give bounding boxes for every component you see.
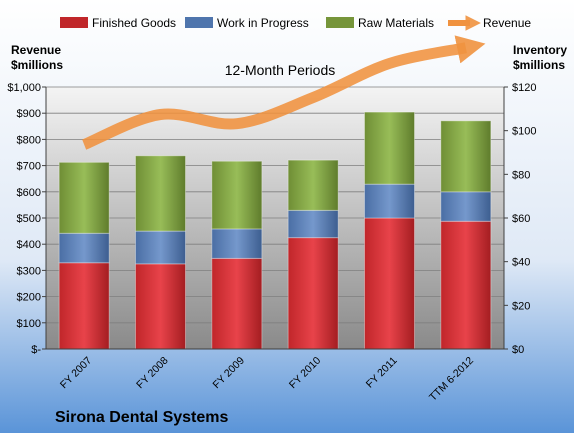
bar-work-in-progress — [135, 230, 186, 265]
bar-finished-goods — [135, 263, 186, 350]
legend-label-revenue: Revenue — [483, 16, 531, 30]
bar-work-in-progress — [364, 183, 415, 219]
legend-label-work-in-progress: Work in Progress — [217, 16, 309, 30]
left-axis-tick-label: $600 — [17, 187, 41, 199]
bar-work-in-progress — [440, 191, 492, 222]
bar-finished-goods — [440, 220, 492, 350]
legend-swatch-finished-goods — [60, 17, 88, 28]
bar-raw-materials — [364, 111, 415, 185]
bar-raw-materials — [287, 159, 339, 211]
bar-work-in-progress — [58, 232, 110, 264]
legend-label-raw-materials: Raw Materials — [358, 16, 434, 30]
right-axis-title-line1: Inventory — [513, 43, 567, 57]
bar-raw-materials — [135, 155, 186, 232]
right-axis-tick-label: $60 — [512, 213, 530, 225]
bar-raw-materials — [58, 161, 110, 234]
bar-raw-materials — [211, 160, 263, 230]
bar-finished-goods — [287, 237, 339, 350]
bar-work-in-progress — [211, 228, 263, 259]
legend-label-finished-goods: Finished Goods — [92, 16, 176, 30]
right-axis-tick-label: $100 — [512, 126, 536, 138]
left-axis-tick-label: $300 — [17, 265, 41, 277]
right-axis-tick-label: $0 — [512, 344, 524, 356]
legend-swatch-work-in-progress — [185, 17, 213, 28]
revenue-line — [82, 35, 486, 150]
bars — [58, 111, 492, 350]
left-axis-title-line2: $millions — [11, 58, 63, 72]
right-axis-tick-label: $80 — [512, 169, 530, 181]
left-axis-tick-label: $800 — [17, 134, 41, 146]
left-axis-tick-label: $400 — [17, 239, 41, 251]
left-axis-tick-label: $200 — [17, 292, 41, 304]
left-axis-tick-label: $- — [31, 344, 41, 356]
bar-finished-goods — [364, 217, 415, 350]
bar-finished-goods — [211, 257, 263, 350]
right-axis-tick-label: $20 — [512, 300, 530, 312]
right-axis-tick-label: $120 — [512, 82, 536, 94]
footer-title: Sirona Dental Systems — [55, 409, 229, 426]
legend: Finished Goods Work in Progress Raw Mate… — [60, 15, 531, 31]
bar-work-in-progress — [287, 209, 339, 239]
grid-lines — [46, 86, 504, 350]
left-axis-tick-label: $100 — [17, 318, 41, 330]
legend-swatch-raw-materials — [326, 17, 354, 28]
left-axis-tick-label: $700 — [17, 161, 41, 173]
left-axis-tick-label: $500 — [17, 213, 41, 225]
bar-raw-materials — [440, 120, 492, 193]
right-axis-title-line2: $millions — [513, 58, 565, 72]
left-axis-title-line1: Revenue — [11, 43, 61, 57]
chart-title: 12-Month Periods — [225, 62, 336, 78]
revenue-line-layer — [82, 35, 486, 150]
left-axis-tick-label: $900 — [17, 108, 41, 120]
right-axis-tick-label: $40 — [512, 257, 530, 269]
bar-finished-goods — [58, 262, 110, 350]
left-axis-tick-label: $1,000 — [7, 82, 41, 94]
